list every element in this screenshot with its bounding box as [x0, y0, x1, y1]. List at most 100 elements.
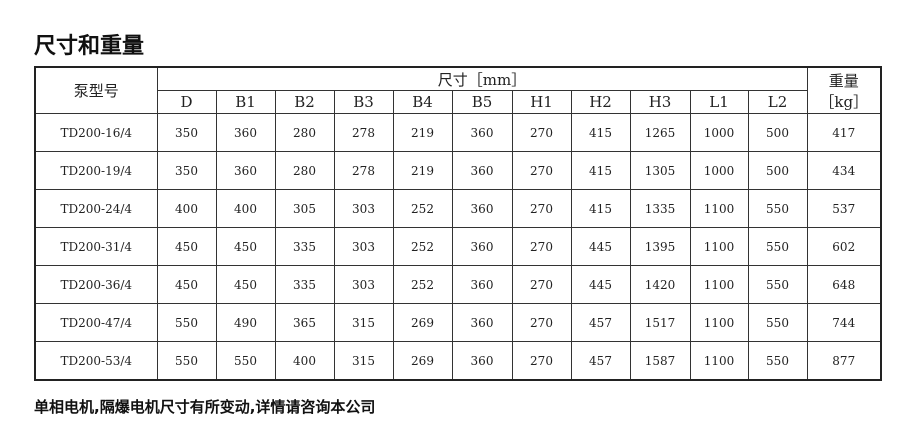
dimension-cell: 350 — [156, 151, 217, 190]
model-cell: TD200-53/4 — [34, 341, 158, 381]
dimension-cell: 270 — [511, 113, 572, 152]
dimension-cell: 550 — [747, 227, 808, 266]
dimension-cell: 490 — [215, 303, 276, 342]
dimension-cell: 450 — [215, 227, 276, 266]
dimension-cell: 1100 — [689, 227, 749, 266]
dimension-cell: 550 — [747, 189, 808, 228]
dimension-cell: 303 — [333, 189, 394, 228]
dimension-cell: 1000 — [689, 151, 749, 190]
dimension-cell: 270 — [511, 265, 572, 304]
dimension-cell: 360 — [451, 151, 513, 190]
dimension-cell: 269 — [392, 341, 453, 381]
column-header: B4 — [392, 90, 453, 114]
weight-cell: 744 — [806, 303, 882, 342]
column-header: H2 — [570, 90, 631, 114]
dimension-cell: 1265 — [629, 113, 691, 152]
dimension-cell: 270 — [511, 341, 572, 381]
dimension-cell: 1335 — [629, 189, 691, 228]
dimension-cell: 500 — [747, 113, 808, 152]
dimension-cell: 550 — [747, 341, 808, 381]
column-header: B3 — [333, 90, 394, 114]
dimension-cell: 550 — [215, 341, 276, 381]
dimension-cell: 335 — [274, 265, 335, 304]
dimension-cell: 278 — [333, 151, 394, 190]
dimension-cell: 400 — [156, 189, 217, 228]
dimension-header: 尺寸［mm］ — [156, 66, 808, 91]
footer-note: 单相电机,隔爆电机尺寸有所变动,详情请咨询本公司 — [34, 398, 376, 416]
dimension-cell: 270 — [511, 151, 572, 190]
model-cell: TD200-31/4 — [34, 227, 158, 266]
dimension-cell: 1000 — [689, 113, 749, 152]
weight-cell: 417 — [806, 113, 882, 152]
dimension-cell: 365 — [274, 303, 335, 342]
dimension-cell: 1100 — [689, 341, 749, 381]
dimension-cell: 450 — [156, 265, 217, 304]
model-cell: TD200-19/4 — [34, 151, 158, 190]
dimension-cell: 360 — [215, 113, 276, 152]
dimension-cell: 1100 — [689, 303, 749, 342]
dimension-cell: 269 — [392, 303, 453, 342]
dimensions-table: 泵型号 尺寸［mm］ 重量 ［kg］ D B1 B2 B3 B4 B5 H1 H2 H3 L1 L2 … — [34, 66, 882, 381]
column-header: B2 — [274, 90, 335, 114]
dimension-cell: 457 — [570, 341, 631, 381]
table-row: TD200-16/4 350 360 280 278 219 360 270 415 1265 10… — [34, 113, 882, 152]
dimension-cell: 360 — [215, 151, 276, 190]
dimension-cell: 303 — [333, 227, 394, 266]
dimension-cell: 1305 — [629, 151, 691, 190]
column-header: B5 — [451, 90, 513, 114]
model-cell: TD200-36/4 — [34, 265, 158, 304]
model-cell: TD200-24/4 — [34, 189, 158, 228]
dimension-cell: 360 — [451, 189, 513, 228]
dimension-cell: 450 — [156, 227, 217, 266]
weight-cell: 434 — [806, 151, 882, 190]
dimension-cell: 1587 — [629, 341, 691, 381]
dimension-cell: 1100 — [689, 189, 749, 228]
dimension-cell: 315 — [333, 341, 394, 381]
dimension-cell: 550 — [156, 303, 217, 342]
dimension-cell: 219 — [392, 151, 453, 190]
table-row: TD200-47/4 550 490 365 315 269 360 270 457 1517 11… — [34, 303, 882, 342]
dimension-cell: 415 — [570, 189, 631, 228]
dimension-cell: 252 — [392, 189, 453, 228]
dimension-cell: 219 — [392, 113, 453, 152]
dimension-cell: 445 — [570, 227, 631, 266]
dimension-cell: 415 — [570, 151, 631, 190]
dimension-cell: 445 — [570, 265, 631, 304]
table-row: TD200-36/4 450 450 335 303 252 360 270 445 1420 11… — [34, 265, 882, 304]
dimension-cell: 500 — [747, 151, 808, 190]
dimension-cell: 1420 — [629, 265, 691, 304]
weight-cell: 537 — [806, 189, 882, 228]
dimension-cell: 315 — [333, 303, 394, 342]
dimension-cell: 252 — [392, 265, 453, 304]
dimension-cell: 360 — [451, 227, 513, 266]
weight-cell: 602 — [806, 227, 882, 266]
column-header: L1 — [689, 90, 749, 114]
column-header: H3 — [629, 90, 691, 114]
dimension-cell: 415 — [570, 113, 631, 152]
dimension-cell: 270 — [511, 189, 572, 228]
table-row: TD200-53/4 550 550 400 315 269 360 270 457 1587 11… — [34, 341, 882, 381]
dimension-cell: 278 — [333, 113, 394, 152]
dimension-cell: 1517 — [629, 303, 691, 342]
model-header: 泵型号 — [34, 66, 158, 114]
dimension-cell: 305 — [274, 189, 335, 228]
page-title: 尺寸和重量 — [34, 34, 145, 59]
dimension-cell: 360 — [451, 341, 513, 381]
dimension-cell: 270 — [511, 303, 572, 342]
column-header: H1 — [511, 90, 572, 114]
dimension-cell: 303 — [333, 265, 394, 304]
weight-cell: 877 — [806, 341, 882, 381]
dimension-cell: 270 — [511, 227, 572, 266]
dimension-cell: 550 — [747, 265, 808, 304]
column-header: D — [156, 90, 217, 114]
dimension-cell: 252 — [392, 227, 453, 266]
weight-cell: 648 — [806, 265, 882, 304]
dimension-cell: 400 — [274, 341, 335, 381]
model-cell: TD200-16/4 — [34, 113, 158, 152]
dimension-cell: 1100 — [689, 265, 749, 304]
column-header: B1 — [215, 90, 276, 114]
dimension-cell: 1395 — [629, 227, 691, 266]
model-cell: TD200-47/4 — [34, 303, 158, 342]
dimension-cell: 550 — [156, 341, 217, 381]
dimension-cell: 360 — [451, 265, 513, 304]
